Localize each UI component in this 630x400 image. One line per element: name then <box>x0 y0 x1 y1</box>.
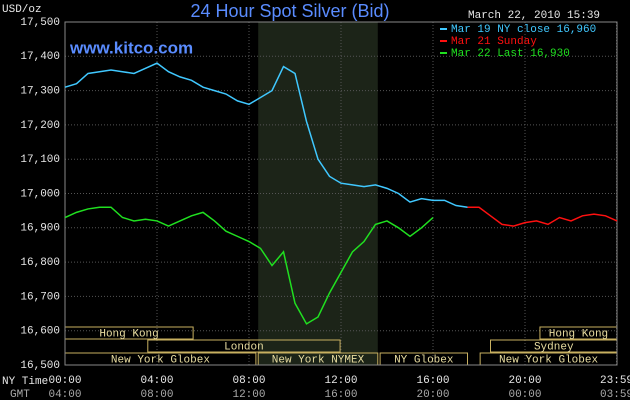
x-tick-label: 04:00 <box>140 375 173 387</box>
y-tick-label: 17,400 <box>20 51 60 63</box>
y-tick-label: 17,200 <box>20 120 60 132</box>
x-tick-label: 08:00 <box>232 375 265 387</box>
y-tick-label: 17,100 <box>20 154 60 166</box>
chart-title: 24 Hour Spot Silver (Bid) <box>190 1 389 21</box>
x2-tick-label: 08:00 <box>140 389 173 400</box>
session-label: New York Globex <box>111 354 210 366</box>
session-box <box>147 339 341 353</box>
session-label: NY Globex <box>394 354 454 366</box>
x2-tick-label: 20:00 <box>416 389 449 400</box>
session-label: London <box>224 341 264 353</box>
y-tick-label: 16,500 <box>20 360 60 372</box>
x2-tick-label: 16:00 <box>324 389 357 400</box>
x-tick-label: 00:00 <box>48 375 81 387</box>
series-line <box>64 62 468 208</box>
y-tick-label: 16,700 <box>20 291 60 303</box>
x2-tick-label: 03:59 <box>600 389 630 400</box>
x2-row-label: GMT <box>10 389 30 400</box>
session-label: Hong Kong <box>549 328 608 340</box>
legend-label: Mar 19 NY close 16,960 <box>451 24 596 36</box>
series-line <box>467 206 618 227</box>
legend-label: Mar 21 Sunday <box>451 36 537 48</box>
x-tick-label: 12:00 <box>324 375 357 387</box>
series-line <box>64 206 434 325</box>
session-label: Hong Kong <box>99 328 158 340</box>
unit-label: USD/oz <box>2 4 42 16</box>
session-label: New York Globex <box>499 354 598 366</box>
session-label: Sydney <box>534 341 574 353</box>
x-tick-label: 23:59 <box>600 375 630 387</box>
y-tick-label: 17,000 <box>20 188 60 200</box>
y-tick-label: 17,300 <box>20 86 60 98</box>
watermark: www.kitco.com <box>69 38 193 57</box>
x-row-label: NY Time <box>2 376 48 388</box>
x2-tick-label: 04:00 <box>48 389 81 400</box>
legend-label: Mar 22 Last 16,930 <box>451 48 570 60</box>
session-label: New York NYMEX <box>272 354 365 366</box>
y-tick-label: 16,600 <box>20 326 60 338</box>
plot-frame <box>64 21 618 366</box>
y-tick-label: 17,500 <box>20 17 60 29</box>
x-tick-label: 20:00 <box>508 375 541 387</box>
y-tick-label: 16,900 <box>20 223 60 235</box>
y-tick-label: 16,800 <box>20 257 60 269</box>
x2-tick-label: 00:00 <box>508 389 541 400</box>
x-tick-label: 16:00 <box>416 375 449 387</box>
timestamp: March 22, 2010 15:39 <box>468 10 600 22</box>
x2-tick-label: 12:00 <box>232 389 265 400</box>
